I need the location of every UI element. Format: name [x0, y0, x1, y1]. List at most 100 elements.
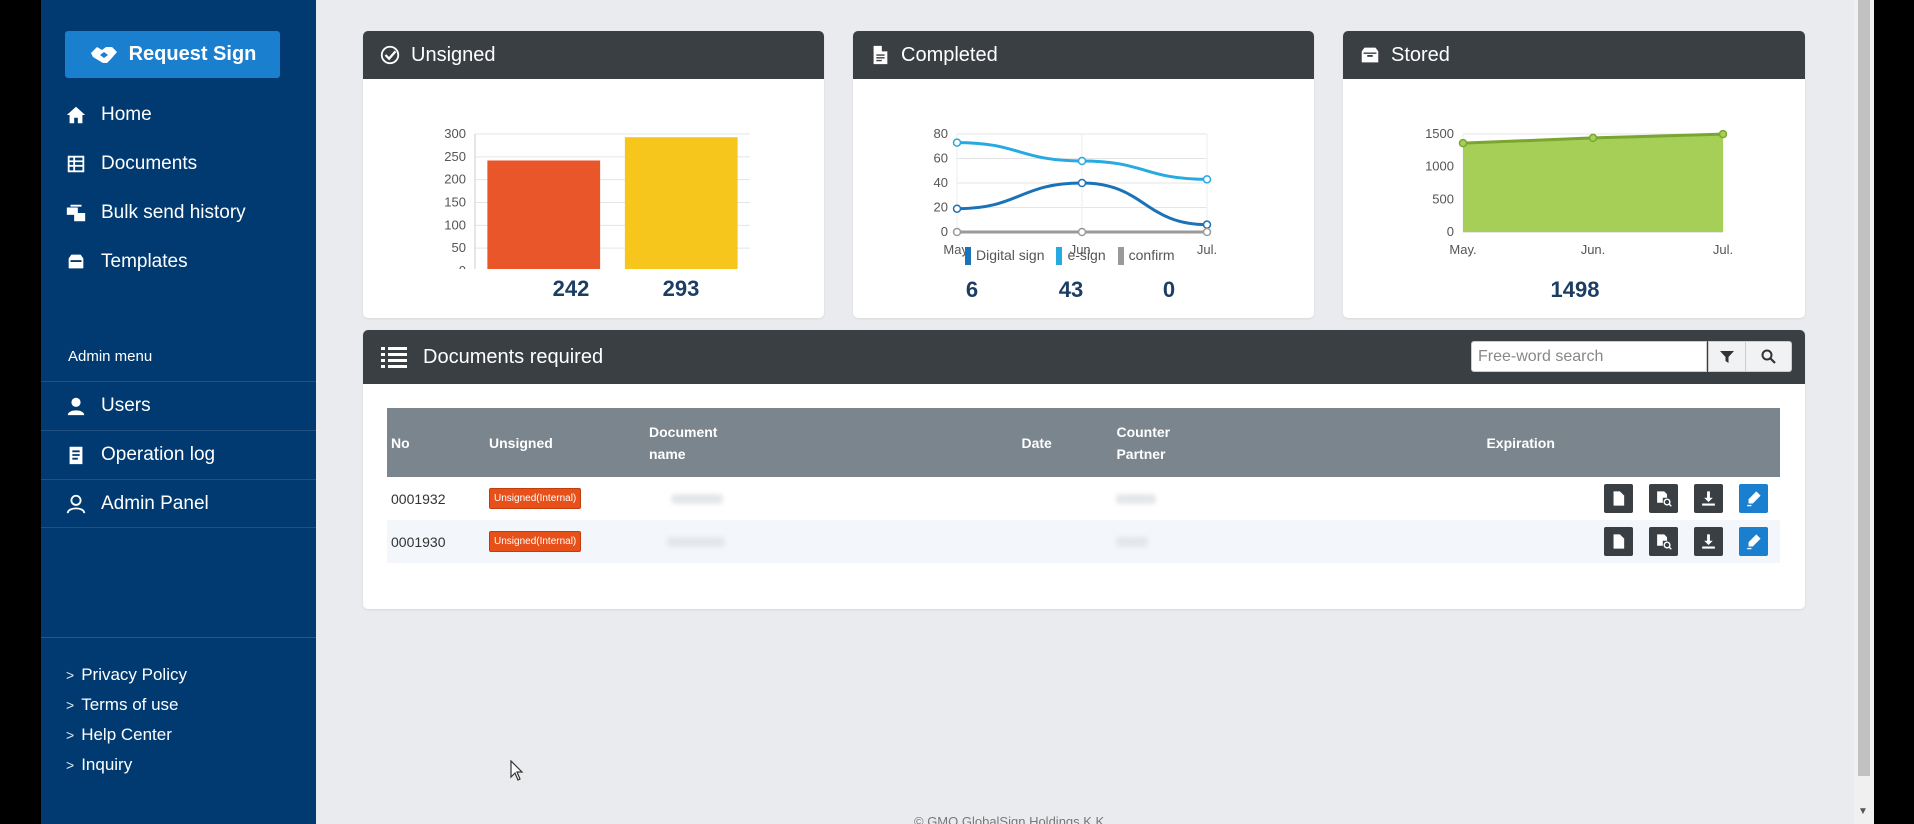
- legend-item[interactable]: Digital sign: [965, 247, 1045, 266]
- y-tick-label: 0: [459, 263, 466, 269]
- data-point: [952, 138, 962, 147]
- data-point: [1202, 175, 1212, 184]
- y-tick-label: 300: [444, 126, 466, 141]
- download-button[interactable]: [1694, 484, 1724, 513]
- nav-item-documents[interactable]: Documents: [41, 139, 316, 188]
- nav-item-templates[interactable]: Templates: [41, 237, 316, 286]
- card-title: Completed: [901, 43, 998, 66]
- legend-item[interactable]: e-sign: [1056, 247, 1106, 266]
- column-header-date[interactable]: Date: [1017, 408, 1113, 477]
- filter-icon: [1720, 350, 1734, 363]
- bulk-send-icon: [66, 204, 86, 221]
- help-center-link[interactable]: > Help Center: [41, 720, 316, 750]
- y-tick-label: 500: [1432, 191, 1454, 206]
- stored-card: Stored 0 500 1000 1500 May. Jun. Jul. 1498: [1343, 31, 1805, 318]
- data-point: [952, 204, 962, 213]
- download-icon: [1702, 491, 1715, 506]
- column-header-expiration[interactable]: Expiration: [1482, 408, 1780, 477]
- completed-card: Completed 0 20 40 60 80 May. Jun. Jul. Digital …: [853, 31, 1314, 318]
- data-point: [952, 227, 962, 237]
- search-button[interactable]: [1745, 341, 1792, 372]
- cell-no: 0001930: [387, 520, 485, 563]
- check-circle-icon: [380, 45, 400, 65]
- inquiry-link[interactable]: > Inquiry: [41, 750, 316, 780]
- nav-label: Home: [101, 103, 152, 125]
- data-point: [1718, 129, 1728, 139]
- filter-button[interactable]: [1708, 341, 1746, 372]
- unsigned-external-count: 293: [662, 276, 700, 301]
- nav-label: Users: [101, 395, 151, 416]
- y-tick-label: 0: [941, 224, 948, 239]
- document-search-icon: [1657, 534, 1673, 550]
- sign-button[interactable]: [1739, 527, 1768, 556]
- y-tick-label: 50: [452, 240, 466, 255]
- x-tick-label: Jun.: [1070, 242, 1095, 257]
- card-header: Completed: [853, 31, 1314, 79]
- status-badge: Unsigned(Internal): [489, 531, 582, 552]
- card-title: Stored: [1391, 43, 1450, 66]
- y-tick-label: 150: [444, 195, 466, 210]
- nav-item-admin-panel[interactable]: Admin Panel: [41, 479, 316, 528]
- handshake-icon: [90, 46, 117, 63]
- main-nav: Home Documents Bulk send history Templat…: [41, 90, 316, 286]
- nav-item-users[interactable]: Users: [41, 381, 316, 430]
- document-icon: [1613, 534, 1625, 549]
- left-black-margin: [0, 0, 41, 824]
- document-icon: [873, 45, 888, 65]
- terms-of-use-link[interactable]: > Terms of use: [41, 690, 316, 720]
- column-header-document-name[interactable]: Document name: [645, 408, 1018, 477]
- chevron-right-icon: >: [66, 667, 75, 683]
- nav-label: Templates: [101, 250, 188, 272]
- y-tick-label: 200: [444, 172, 466, 187]
- view-document-button[interactable]: [1604, 527, 1634, 556]
- x-tick-label: Jun.: [1581, 242, 1606, 257]
- y-tick-label: 80: [934, 126, 948, 141]
- redacted-counter-partner: [1116, 536, 1149, 547]
- legend-item[interactable]: confirm: [1117, 247, 1175, 266]
- nav-item-operation-log[interactable]: Operation log: [41, 430, 316, 479]
- nav-item-home[interactable]: Home: [41, 90, 316, 139]
- admin-icon: [66, 494, 86, 513]
- data-point: [1077, 227, 1087, 237]
- document-search-icon: [1657, 491, 1673, 507]
- user-icon: [67, 397, 85, 416]
- request-sign-button[interactable]: Request Sign: [65, 31, 280, 78]
- redacted-document-name: [671, 493, 723, 504]
- privacy-policy-link[interactable]: > Privacy Policy: [41, 660, 316, 690]
- table-row[interactable]: 0001932 Unsigned(Internal): [387, 477, 1780, 520]
- preview-button[interactable]: [1649, 527, 1679, 556]
- data-point: [1077, 156, 1087, 166]
- y-tick-label: 250: [444, 149, 466, 164]
- pen-icon: [1747, 491, 1761, 507]
- legend-label: Digital sign: [976, 247, 1045, 263]
- download-icon: [1702, 534, 1715, 549]
- documents-required-panel: Documents required No Unsigned Document …: [363, 330, 1805, 609]
- completed-legend: Digital sign e-sign confirm: [965, 247, 1175, 266]
- pen-icon: [1747, 534, 1761, 550]
- download-button[interactable]: [1694, 527, 1724, 556]
- copyright-text: © GMO GlobalSign Holdings K.K.: [914, 814, 1108, 824]
- scroll-down-arrow-icon[interactable]: ▼: [1858, 806, 1868, 817]
- documents-header: Documents required: [363, 330, 1805, 384]
- e-sign-count: 43: [1058, 277, 1084, 302]
- column-header-counter-partner[interactable]: Counter Partner: [1112, 408, 1483, 477]
- card-header: Stored: [1343, 31, 1805, 79]
- legend-swatch: [1117, 247, 1124, 266]
- redacted-document-name: [667, 536, 725, 547]
- nav-item-bulk-send-history[interactable]: Bulk send history: [41, 188, 316, 237]
- column-header-unsigned[interactable]: Unsigned: [485, 408, 645, 477]
- stored-count: 1498: [1550, 277, 1600, 302]
- nav-label: Admin Panel: [101, 492, 209, 514]
- free-word-search-input[interactable]: [1471, 341, 1707, 372]
- log-icon: [69, 446, 83, 465]
- column-header-no[interactable]: No: [387, 408, 485, 477]
- scrollbar-thumb[interactable]: [1858, 0, 1870, 776]
- view-document-button[interactable]: [1604, 484, 1634, 513]
- legend-swatch: [1056, 247, 1063, 266]
- data-point: [1202, 220, 1212, 229]
- bar: [624, 137, 738, 269]
- list-icon: [381, 347, 407, 368]
- sign-button[interactable]: [1739, 484, 1768, 513]
- table-row[interactable]: 0001930 Unsigned(Internal): [387, 520, 1780, 563]
- preview-button[interactable]: [1649, 484, 1679, 513]
